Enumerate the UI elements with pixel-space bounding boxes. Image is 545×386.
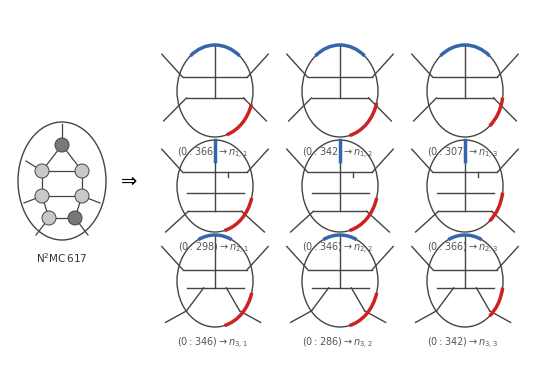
Text: $\mathrm{N^2MC\,617}$: $\mathrm{N^2MC\,617}$	[36, 251, 88, 265]
Text: $(0: 366) \rightarrow n_{1,1}$: $(0: 366) \rightarrow n_{1,1}$	[178, 146, 249, 161]
Text: $(0: 342) \rightarrow n_{1,2}$: $(0: 342) \rightarrow n_{1,2}$	[302, 146, 373, 161]
Circle shape	[75, 189, 89, 203]
Text: $(0: 298) \rightarrow n_{2,1}$: $(0: 298) \rightarrow n_{2,1}$	[178, 241, 249, 256]
Circle shape	[42, 211, 56, 225]
Text: $(0: 346) \rightarrow n_{2,2}$: $(0: 346) \rightarrow n_{2,2}$	[302, 241, 373, 256]
Text: $\Rightarrow$: $\Rightarrow$	[117, 172, 138, 190]
Text: $(0: 286) \rightarrow n_{3,2}$: $(0: 286) \rightarrow n_{3,2}$	[302, 336, 373, 351]
Text: $(0: 307) \rightarrow n_{1,3}$: $(0: 307) \rightarrow n_{1,3}$	[427, 146, 499, 161]
Circle shape	[68, 211, 82, 225]
Text: $(0: 366) \rightarrow n_{2,3}$: $(0: 366) \rightarrow n_{2,3}$	[427, 241, 499, 256]
Text: $(0: 342) \rightarrow n_{3,3}$: $(0: 342) \rightarrow n_{3,3}$	[427, 336, 499, 351]
Circle shape	[35, 189, 49, 203]
Circle shape	[55, 138, 69, 152]
Circle shape	[35, 164, 49, 178]
Text: $(0: 346) \rightarrow n_{3,1}$: $(0: 346) \rightarrow n_{3,1}$	[178, 336, 249, 351]
Circle shape	[75, 164, 89, 178]
